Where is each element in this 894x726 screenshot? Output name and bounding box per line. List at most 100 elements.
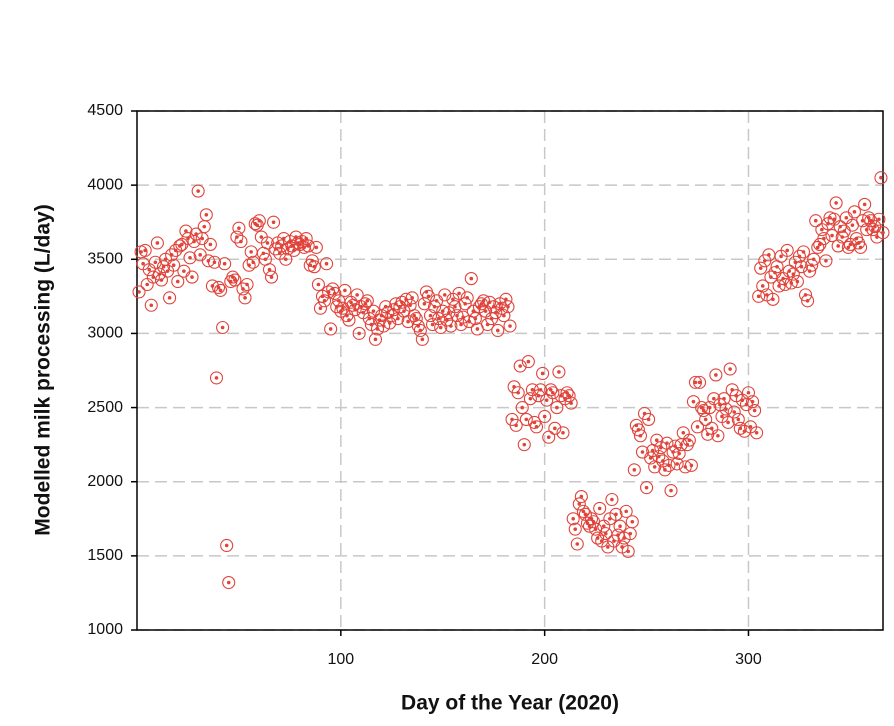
point [452, 286, 466, 300]
point-dot [752, 408, 757, 413]
point-dot [551, 390, 555, 395]
point-ring [497, 309, 511, 323]
point-dot [724, 407, 728, 411]
point-ring [819, 254, 833, 268]
point-ring [644, 451, 658, 465]
point-ring [609, 507, 623, 521]
point-dot [243, 296, 247, 300]
point-ring [154, 273, 169, 287]
point [454, 317, 468, 332]
point [264, 270, 279, 284]
point-ring [468, 312, 482, 326]
point-dot [171, 263, 176, 268]
point-ring [741, 386, 756, 400]
point [786, 267, 800, 281]
point [552, 365, 566, 379]
point-dot [877, 217, 881, 222]
point-ring [664, 484, 678, 498]
point [252, 214, 266, 228]
point-dot [349, 300, 353, 305]
point-dot [748, 425, 753, 429]
point-ring [847, 205, 862, 219]
point-dot [648, 456, 653, 460]
point-dot [143, 248, 147, 253]
point-dot [159, 278, 164, 282]
point-ring [211, 280, 226, 295]
point [605, 492, 619, 507]
point-ring [531, 389, 546, 403]
point [556, 426, 570, 440]
point [167, 258, 181, 272]
point-ring [721, 415, 735, 429]
point-dot [534, 425, 539, 429]
point-dot [654, 438, 659, 442]
point-ring [652, 449, 666, 464]
point-dot [336, 299, 341, 303]
point [796, 245, 811, 259]
point [633, 429, 647, 443]
point-dot [542, 414, 547, 419]
point-dot [257, 218, 262, 223]
point [766, 292, 780, 306]
point-dot [516, 390, 520, 395]
point [409, 312, 423, 326]
point [267, 215, 281, 229]
point [207, 255, 222, 269]
point-ring [230, 230, 244, 244]
point-dot [703, 417, 708, 422]
point [497, 309, 511, 323]
point-ring [423, 309, 438, 323]
point-dot [318, 306, 323, 311]
point [232, 221, 246, 235]
point-ring [187, 234, 201, 249]
point [572, 497, 586, 511]
point [794, 260, 809, 274]
point [523, 392, 537, 406]
point-dot [267, 267, 272, 272]
point-dot [479, 301, 484, 306]
point-dot [508, 324, 512, 328]
point [405, 291, 419, 305]
point-dot [879, 175, 883, 180]
point-dot [836, 244, 840, 248]
point-dot [420, 337, 425, 342]
point-ring [370, 322, 385, 336]
point-dot [406, 319, 410, 324]
point-ring [727, 405, 741, 419]
point [593, 501, 607, 515]
point-ring [562, 389, 576, 403]
point-ring [542, 430, 556, 444]
point-dot [693, 380, 698, 385]
point-ring [252, 214, 266, 228]
point-ring [711, 429, 725, 443]
point [756, 279, 770, 293]
point-ring [642, 412, 656, 426]
point [829, 196, 843, 210]
point-ring [222, 575, 236, 590]
point-ring [199, 208, 213, 222]
point [562, 389, 576, 403]
point-dot [707, 405, 712, 410]
point-ring [746, 395, 760, 409]
point-dot [844, 215, 849, 220]
point-ring [152, 267, 166, 281]
point [211, 280, 226, 295]
point-dot [538, 387, 543, 392]
point-ring [519, 412, 533, 426]
point-dot [212, 260, 217, 265]
point [564, 396, 578, 410]
point-ring [171, 274, 185, 289]
point-dot [324, 261, 329, 266]
point [695, 401, 709, 415]
point-dot [601, 524, 606, 528]
point-dot [220, 325, 225, 330]
point [171, 274, 185, 289]
point-ring [246, 255, 260, 269]
point-dot [355, 293, 359, 297]
point-dot [795, 279, 800, 284]
point [423, 309, 438, 323]
point [519, 412, 533, 426]
point [576, 504, 590, 518]
point [874, 171, 888, 185]
x-tick-label: 100 [327, 651, 354, 668]
